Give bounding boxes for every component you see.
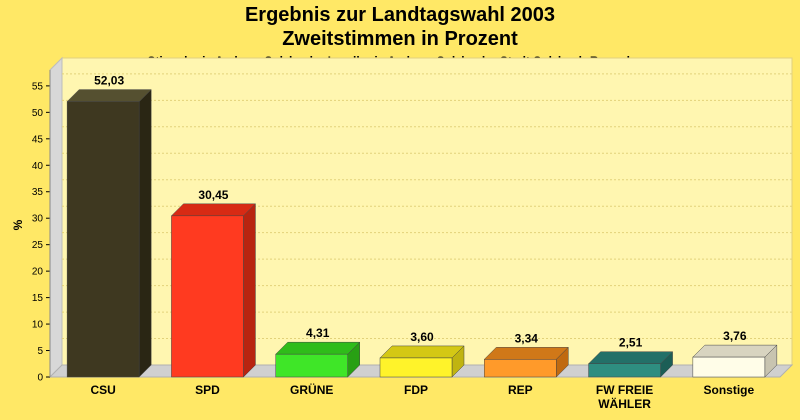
bar	[275, 353, 348, 378]
data-label: 2,51	[619, 336, 643, 350]
data-label: 30,45	[198, 188, 228, 202]
chart-title-line2: Zweitstimmen in Prozent	[282, 28, 518, 50]
bar-top	[275, 341, 361, 355]
bar-top	[66, 89, 152, 102]
y-tick-label: 45	[32, 134, 44, 145]
bar	[379, 357, 453, 378]
x-tick-label: REP	[508, 383, 533, 397]
y-tick-label: 15	[32, 293, 44, 304]
y-tick-label: 40	[32, 161, 44, 172]
data-label: 3,34	[515, 331, 539, 345]
x-tick-label: CSU	[90, 383, 115, 397]
y-axis-label: %	[11, 219, 25, 230]
bar-top	[170, 203, 257, 217]
bar-side	[243, 203, 256, 378]
data-label: 4,31	[306, 326, 330, 340]
y-tick-label: 50	[32, 108, 44, 119]
plot-left-wall	[49, 56, 63, 379]
x-tick-label: SPD	[195, 383, 220, 397]
bar	[588, 363, 661, 378]
bar-top	[379, 345, 465, 359]
chart-title: Ergebnis zur Landtagswahl 2003	[244, 4, 556, 26]
x-tick-label: WÄHLER	[598, 396, 651, 411]
data-label: 3,76	[723, 329, 747, 343]
y-tick-label: 20	[32, 267, 44, 278]
bar	[692, 356, 766, 378]
y-tick-label: 0	[37, 373, 43, 384]
bar-side	[138, 88, 152, 378]
y-tick-label: 5	[37, 346, 43, 357]
y-tick-label: 35	[32, 187, 44, 198]
bar-top	[692, 344, 778, 358]
bar	[171, 215, 244, 378]
data-label: 3,60	[410, 330, 434, 344]
y-tick-label: 25	[32, 240, 44, 251]
y-tick-label: 10	[32, 320, 44, 331]
bar-top	[587, 351, 674, 364]
bar	[66, 101, 140, 378]
x-tick-label: FW FREIE	[596, 383, 653, 397]
bar-top	[483, 347, 569, 360]
data-label: 52,03	[94, 74, 124, 88]
y-tick-label: 55	[32, 81, 44, 92]
y-tick-label: 30	[32, 214, 44, 225]
bar	[484, 359, 557, 378]
x-tick-label: GRÜNE	[290, 382, 333, 397]
x-tick-label: FDP	[404, 383, 428, 397]
x-tick-label: Sonstige	[704, 383, 755, 397]
